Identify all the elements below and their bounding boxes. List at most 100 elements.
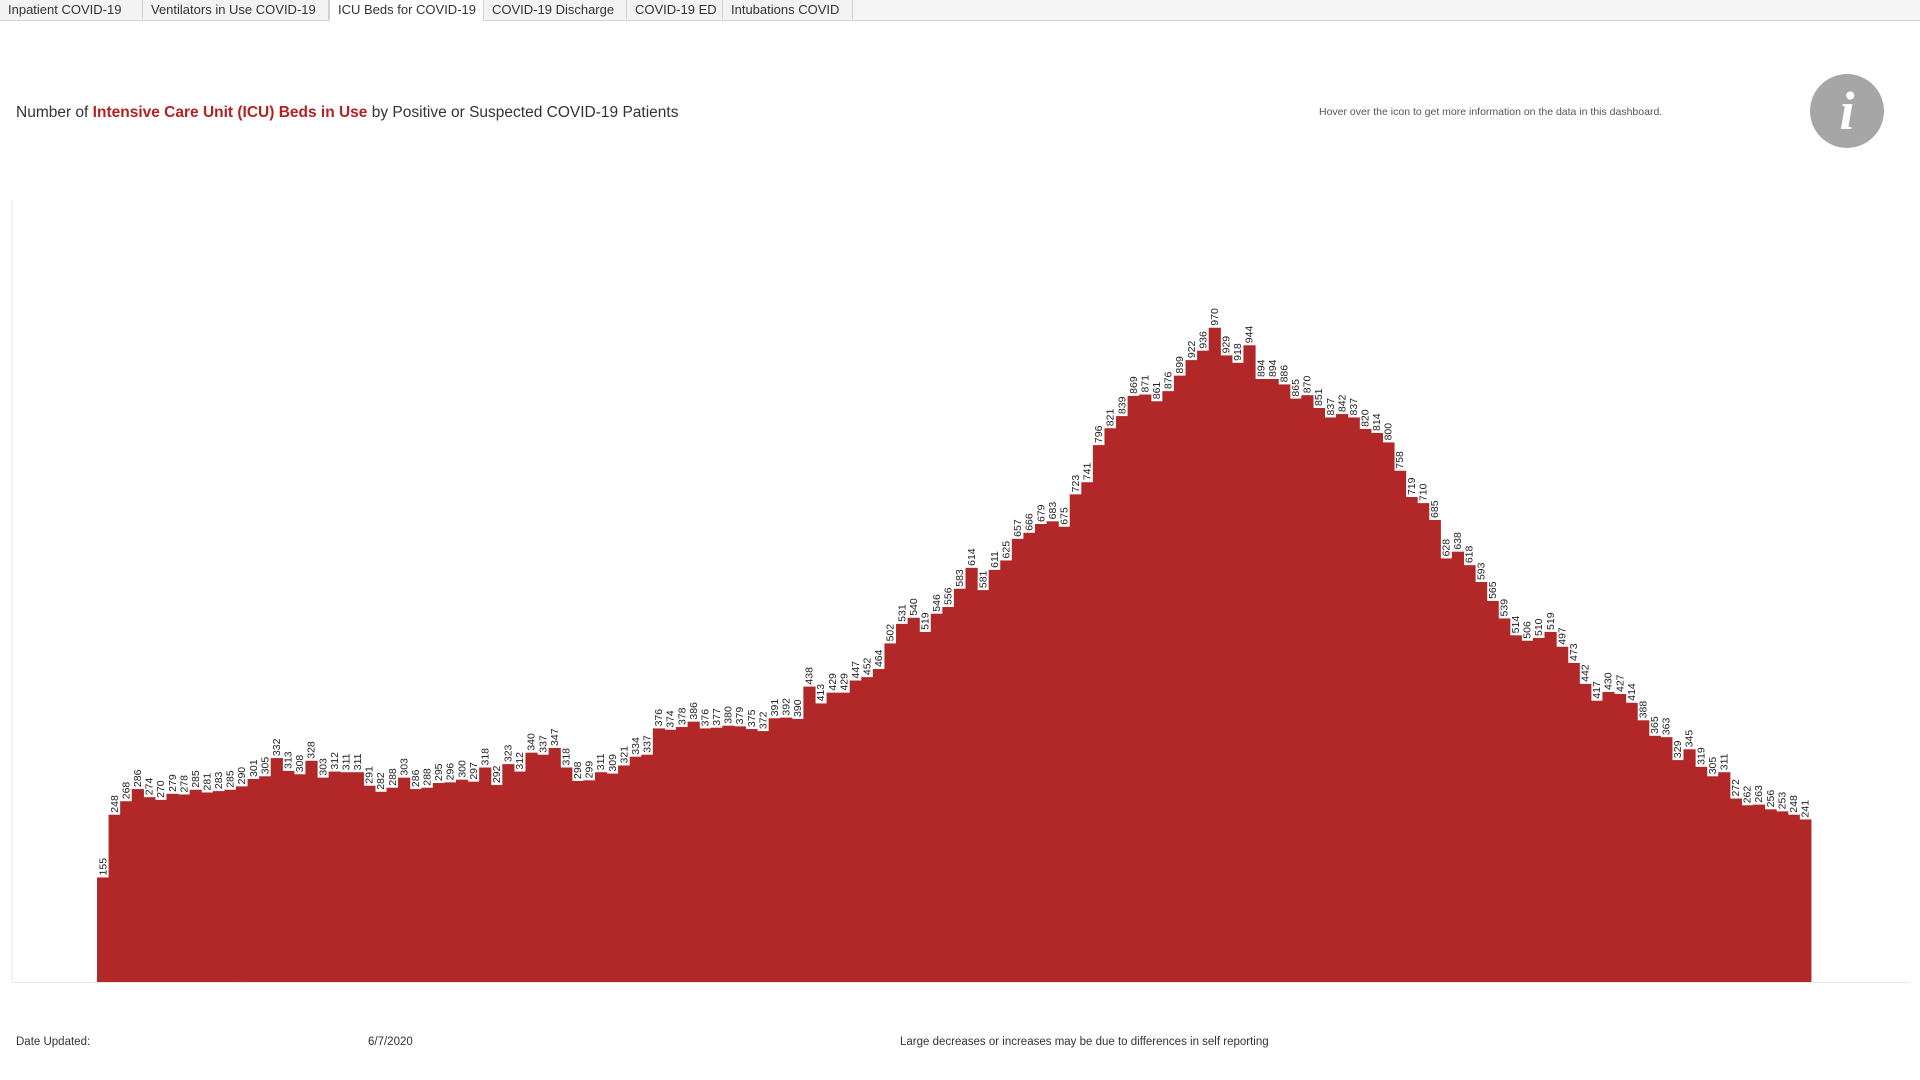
bar[interactable] <box>1776 811 1789 982</box>
bar[interactable] <box>1058 526 1071 982</box>
bar[interactable] <box>1150 401 1163 982</box>
bar[interactable] <box>1000 560 1013 982</box>
bar[interactable] <box>664 729 677 982</box>
bar[interactable] <box>282 770 295 982</box>
bar[interactable] <box>1718 772 1731 982</box>
bar[interactable] <box>270 758 283 982</box>
bar[interactable] <box>143 797 156 982</box>
bar[interactable] <box>305 760 318 982</box>
bar[interactable] <box>942 606 955 982</box>
bar[interactable] <box>768 718 781 982</box>
bar[interactable] <box>953 588 967 982</box>
bar[interactable] <box>548 747 561 982</box>
bar[interactable] <box>930 613 943 982</box>
tab-icu-beds-covid[interactable]: ICU Beds for COVID-19 <box>329 0 484 21</box>
bar[interactable] <box>1637 720 1650 982</box>
bar[interactable] <box>1567 662 1580 982</box>
bar[interactable] <box>247 778 260 982</box>
bar[interactable] <box>1289 398 1302 982</box>
bar[interactable] <box>965 567 978 982</box>
bar[interactable] <box>560 767 573 982</box>
bar[interactable] <box>757 731 770 982</box>
bar[interactable] <box>154 799 168 982</box>
bar[interactable] <box>293 774 307 982</box>
bar[interactable] <box>467 781 480 982</box>
bar[interactable] <box>583 780 596 982</box>
bar[interactable] <box>259 776 272 982</box>
bar[interactable] <box>1787 814 1800 982</box>
bar[interactable] <box>1729 798 1742 982</box>
bar[interactable] <box>1255 379 1268 982</box>
bar[interactable] <box>594 772 608 982</box>
bar[interactable] <box>1764 809 1777 982</box>
bar[interactable] <box>328 771 341 982</box>
bar[interactable] <box>1092 445 1106 983</box>
bar[interactable] <box>699 728 712 982</box>
bar[interactable] <box>838 692 851 982</box>
bar[interactable] <box>884 643 897 982</box>
bar[interactable] <box>1359 428 1372 982</box>
bar[interactable] <box>178 794 191 982</box>
bar[interactable] <box>1486 600 1499 982</box>
bar[interactable] <box>676 727 689 982</box>
bar[interactable] <box>1625 702 1638 982</box>
bar[interactable] <box>1266 379 1279 982</box>
tab-inpatient-covid[interactable]: Inpatient COVID-19 <box>0 0 143 19</box>
bar[interactable] <box>988 569 1001 982</box>
bar[interactable] <box>1336 414 1349 982</box>
bar[interactable] <box>1034 524 1048 982</box>
bar[interactable] <box>1463 565 1476 982</box>
bar[interactable] <box>108 814 121 982</box>
bar[interactable] <box>710 727 723 982</box>
bar[interactable] <box>455 779 469 982</box>
bar[interactable] <box>1613 693 1627 982</box>
bar[interactable] <box>861 677 874 982</box>
bar[interactable] <box>421 787 434 982</box>
bar[interactable] <box>1475 582 1488 982</box>
bar[interactable] <box>896 623 909 982</box>
bar[interactable] <box>1451 551 1465 982</box>
bar[interactable] <box>641 754 654 982</box>
bar[interactable] <box>745 729 758 982</box>
bar[interactable] <box>791 718 804 982</box>
bar[interactable] <box>1579 683 1592 982</box>
bar[interactable] <box>224 789 237 982</box>
bar[interactable] <box>131 789 144 982</box>
bar[interactable] <box>733 726 747 982</box>
bar[interactable] <box>1104 428 1117 982</box>
bar[interactable] <box>1752 804 1766 982</box>
bar[interactable] <box>1590 700 1603 982</box>
bar[interactable] <box>444 782 457 982</box>
bar[interactable] <box>1428 519 1441 982</box>
bar[interactable] <box>1023 532 1036 982</box>
bar[interactable] <box>212 791 225 982</box>
bar[interactable] <box>1509 635 1522 982</box>
bar[interactable] <box>1440 558 1453 982</box>
bar[interactable] <box>907 617 920 982</box>
bar[interactable] <box>1405 497 1418 982</box>
bar[interactable] <box>189 789 202 982</box>
bar[interactable] <box>1544 631 1557 982</box>
bar[interactable] <box>537 754 550 982</box>
bar[interactable] <box>1185 360 1198 982</box>
bar[interactable] <box>1370 432 1383 982</box>
bar[interactable] <box>1127 395 1140 982</box>
bar[interactable] <box>1393 470 1407 982</box>
bar[interactable] <box>1324 417 1337 982</box>
bar[interactable] <box>1011 538 1024 982</box>
bar[interactable] <box>652 728 666 982</box>
bar[interactable] <box>1799 819 1812 982</box>
bar[interactable] <box>374 791 388 982</box>
bar[interactable] <box>1602 691 1615 982</box>
bar[interactable] <box>166 793 179 982</box>
bar[interactable] <box>386 787 399 982</box>
bar[interactable] <box>1046 521 1059 982</box>
bar[interactable] <box>490 785 503 982</box>
bar[interactable] <box>409 789 422 982</box>
bar[interactable] <box>722 725 735 982</box>
bar[interactable] <box>1660 737 1673 982</box>
bar[interactable] <box>120 801 133 982</box>
tab-ventilators-covid[interactable]: Ventilators in Use COVID-19 <box>143 0 329 19</box>
bar[interactable] <box>1671 760 1685 982</box>
bar[interactable] <box>1683 749 1696 982</box>
